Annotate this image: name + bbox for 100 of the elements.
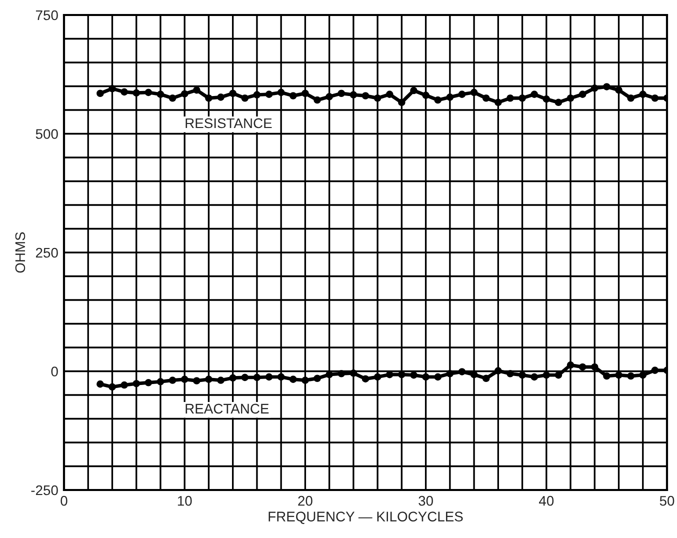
point bbox=[554, 98, 562, 106]
point bbox=[326, 93, 333, 100]
point bbox=[542, 95, 550, 103]
y-tick-label: 500 bbox=[36, 129, 58, 139]
point bbox=[362, 92, 370, 100]
point bbox=[277, 88, 285, 96]
x-tick-label: 40 bbox=[538, 496, 554, 506]
point bbox=[470, 88, 478, 96]
point bbox=[108, 383, 116, 391]
point bbox=[506, 370, 514, 378]
point bbox=[168, 94, 176, 102]
point bbox=[144, 379, 152, 386]
point bbox=[302, 376, 309, 384]
point bbox=[530, 90, 538, 98]
point bbox=[458, 90, 466, 98]
point bbox=[108, 84, 116, 92]
point bbox=[386, 90, 394, 98]
point bbox=[144, 88, 152, 96]
point bbox=[518, 371, 526, 379]
point bbox=[265, 373, 273, 381]
point bbox=[410, 371, 418, 379]
point bbox=[180, 90, 188, 98]
point bbox=[253, 374, 261, 382]
point bbox=[458, 368, 466, 376]
point bbox=[434, 373, 442, 381]
point bbox=[338, 90, 346, 98]
x-tick-label: 20 bbox=[298, 496, 312, 506]
point bbox=[410, 86, 418, 94]
point bbox=[362, 375, 370, 382]
point bbox=[434, 96, 442, 104]
point bbox=[217, 94, 224, 101]
point bbox=[651, 94, 659, 102]
point bbox=[398, 98, 406, 106]
y-axis-title: OHMS bbox=[15, 232, 26, 273]
point bbox=[639, 371, 647, 379]
point bbox=[603, 372, 610, 380]
point bbox=[651, 366, 659, 374]
point bbox=[482, 374, 490, 382]
point bbox=[302, 90, 309, 98]
point bbox=[120, 381, 128, 389]
point bbox=[639, 90, 647, 98]
point bbox=[615, 371, 622, 379]
point bbox=[253, 91, 261, 98]
point bbox=[180, 376, 188, 383]
point bbox=[265, 90, 273, 98]
point bbox=[554, 371, 562, 379]
point bbox=[168, 376, 176, 384]
point bbox=[241, 374, 249, 382]
y-tick-label: 250 bbox=[36, 248, 58, 258]
point bbox=[229, 374, 236, 382]
point bbox=[314, 374, 321, 382]
point bbox=[314, 96, 321, 104]
point bbox=[156, 90, 164, 98]
point bbox=[96, 380, 104, 388]
point bbox=[132, 89, 140, 97]
y-tick-label: 0 bbox=[51, 366, 58, 376]
x-tick-label: 50 bbox=[660, 496, 674, 506]
point bbox=[96, 90, 104, 98]
point bbox=[566, 94, 574, 102]
point bbox=[338, 370, 346, 378]
point bbox=[627, 94, 634, 102]
series-label: REACTANCE bbox=[186, 404, 269, 414]
point bbox=[229, 90, 236, 98]
x-tick-label: 10 bbox=[178, 496, 192, 506]
point bbox=[422, 373, 430, 381]
point bbox=[374, 94, 382, 102]
point bbox=[289, 92, 297, 100]
point bbox=[542, 371, 550, 379]
point bbox=[205, 376, 212, 383]
point bbox=[446, 94, 454, 101]
point bbox=[627, 372, 634, 380]
point bbox=[494, 98, 502, 106]
point bbox=[506, 94, 514, 102]
point bbox=[494, 367, 502, 374]
point bbox=[217, 376, 224, 384]
point bbox=[578, 363, 586, 371]
point bbox=[156, 378, 164, 386]
point bbox=[289, 376, 297, 383]
point bbox=[578, 90, 586, 98]
point bbox=[350, 370, 358, 377]
point bbox=[566, 361, 574, 369]
point bbox=[193, 86, 200, 94]
point bbox=[446, 370, 454, 378]
point bbox=[590, 363, 598, 371]
point bbox=[241, 94, 249, 102]
x-tick-label: 0 bbox=[60, 496, 68, 506]
point bbox=[193, 377, 200, 384]
point bbox=[482, 94, 490, 102]
x-axis-title: FREQUENCY — KILOCYCLES bbox=[268, 512, 463, 524]
y-tick-label: -250 bbox=[31, 485, 58, 496]
point bbox=[350, 91, 358, 98]
point bbox=[277, 373, 285, 381]
point bbox=[132, 380, 140, 388]
point bbox=[374, 373, 382, 381]
point bbox=[518, 94, 526, 102]
point bbox=[422, 92, 430, 99]
point bbox=[615, 86, 622, 94]
point bbox=[120, 88, 128, 96]
point bbox=[205, 94, 212, 102]
point bbox=[530, 373, 538, 381]
